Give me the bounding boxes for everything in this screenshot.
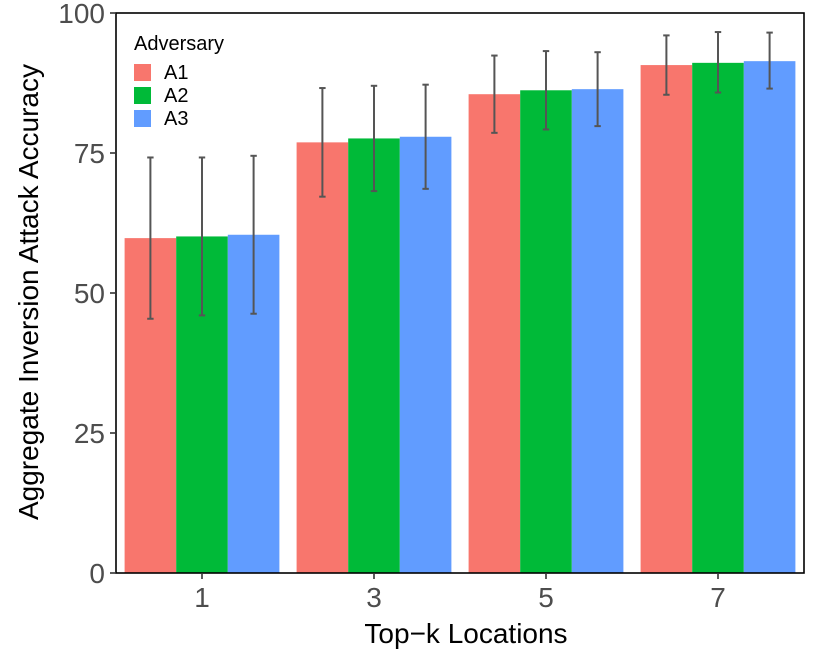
legend-label-A1: A1 xyxy=(164,62,188,84)
bar-A3-3 xyxy=(399,136,452,573)
bar-A3-5 xyxy=(571,89,624,573)
bar-A1-7 xyxy=(640,65,693,573)
y-axis: 0 25 50 75 100 xyxy=(58,0,116,589)
bar-A2-5 xyxy=(520,90,572,573)
bar-A2-3 xyxy=(348,138,400,573)
legend-label-A2: A2 xyxy=(164,85,188,107)
bar-A1-5 xyxy=(468,94,521,573)
legend-title: Adversary xyxy=(134,33,224,55)
legend-swatch-A3 xyxy=(134,110,151,127)
bars-group xyxy=(124,61,796,574)
x-tick-label-1: 1 xyxy=(194,582,210,613)
y-tick-label-0: 0 xyxy=(89,558,105,589)
bar-A1-3 xyxy=(296,142,349,574)
bar-A3-7 xyxy=(743,61,796,573)
x-tick-label-7: 7 xyxy=(710,582,726,613)
y-tick-label-75: 75 xyxy=(74,138,105,169)
x-axis-title: Top−k Locations xyxy=(364,618,567,649)
x-axis: 1 3 5 7 xyxy=(194,573,726,613)
bar-A2-7 xyxy=(692,62,744,574)
legend-label-A3: A3 xyxy=(164,108,188,130)
y-tick-label-100: 100 xyxy=(58,0,105,29)
y-axis-title: Aggregate Inversion Attack Accuracy xyxy=(13,64,44,520)
x-tick-label-3: 3 xyxy=(366,582,382,613)
x-tick-label-5: 5 xyxy=(538,582,554,613)
y-tick-label-50: 50 xyxy=(74,278,105,309)
errorbars-group xyxy=(147,31,773,320)
legend-swatch-A2 xyxy=(134,87,151,104)
y-tick-label-25: 25 xyxy=(74,418,105,449)
legend-swatch-A1 xyxy=(134,64,151,81)
